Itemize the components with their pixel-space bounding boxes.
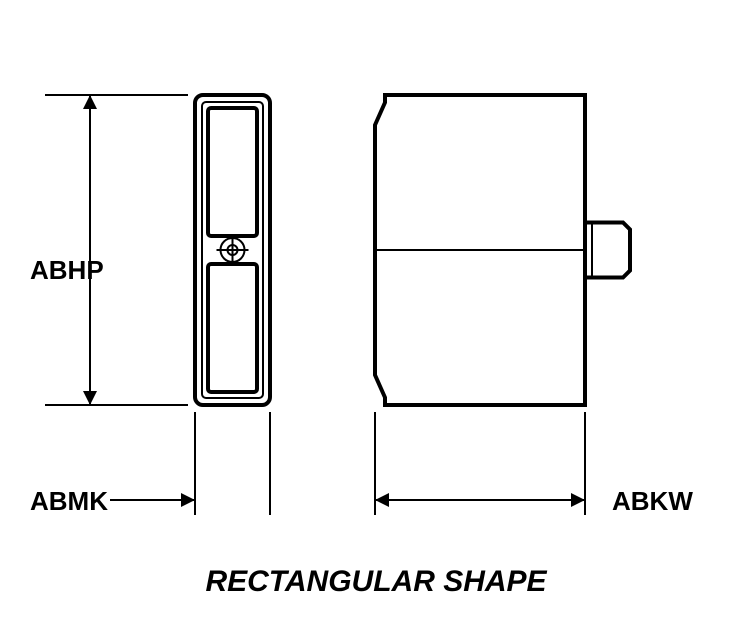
front-width-dimension-label: ABMK: [30, 486, 108, 517]
side-width-dimension-label: ABKW: [612, 486, 693, 517]
height-dimension-label: ABHP: [30, 255, 104, 286]
diagram-svg: [0, 0, 752, 640]
diagram-canvas: ABHP ABMK ABKW RECTANGULAR SHAPE: [0, 0, 752, 640]
diagram-title: RECTANGULAR SHAPE: [205, 565, 546, 599]
